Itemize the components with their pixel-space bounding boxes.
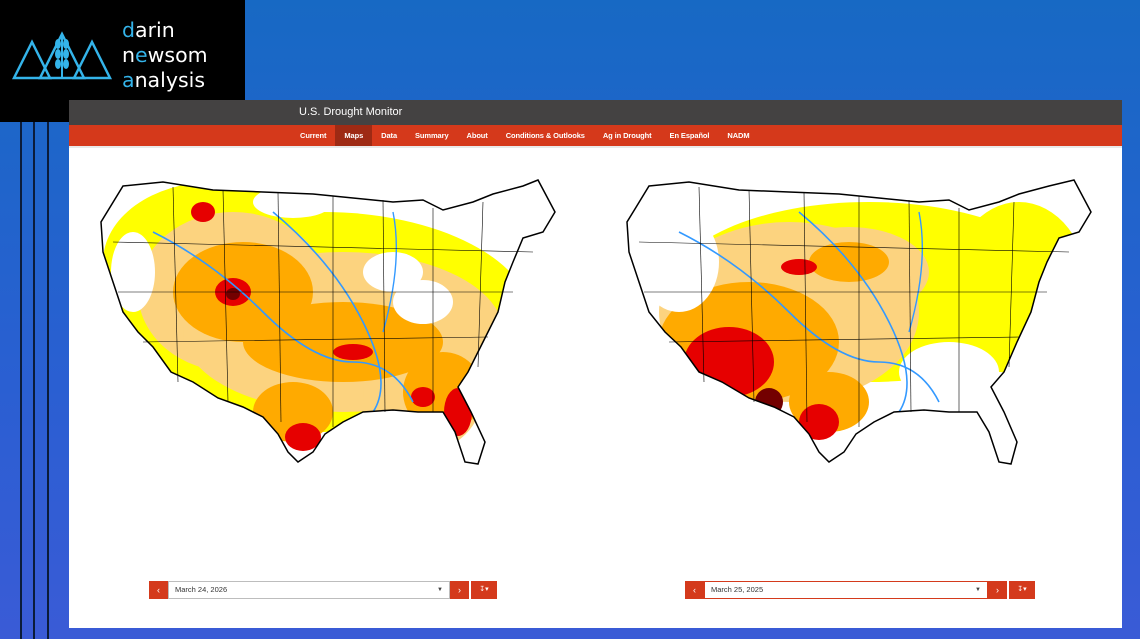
drought-monitor-window: U.S. Drought Monitor Current Maps Data S…: [69, 100, 1122, 628]
nav-current[interactable]: Current: [300, 131, 327, 140]
download-icon[interactable]: ↧▾: [471, 581, 497, 599]
chevron-right-icon[interactable]: ›: [988, 581, 1007, 599]
date-selector-right: ‹ March 25, 2025 ▼ › ↧▾: [685, 581, 1035, 599]
nav-en-espanol[interactable]: En Español: [669, 131, 710, 140]
drought-map-2026: [100, 179, 556, 465]
drought-map-2025: [626, 179, 1092, 465]
nav-summary[interactable]: Summary: [415, 131, 449, 140]
chevron-right-icon[interactable]: ›: [450, 581, 469, 599]
nav-nadm[interactable]: NADM: [727, 131, 750, 140]
chevron-down-icon: ▼: [437, 587, 443, 593]
date-value-left: March 24, 2026: [175, 585, 228, 594]
mountains-wheat-icon: [11, 31, 113, 80]
nav-data[interactable]: Data: [381, 131, 398, 140]
decor-line-2: [33, 120, 35, 639]
brand-wordmark: darin newsom analysis: [122, 18, 208, 92]
chevron-left-icon[interactable]: ‹: [149, 581, 168, 599]
date-select-left[interactable]: March 24, 2026 ▼: [168, 581, 450, 599]
decor-line-1: [20, 120, 22, 639]
chevron-down-icon: ▼: [975, 587, 981, 593]
site-title: U.S. Drought Monitor: [69, 100, 1122, 125]
decor-line-3: [47, 120, 49, 639]
nav-ag-in-drought[interactable]: Ag in Drought: [602, 131, 652, 140]
nav-maps[interactable]: Maps: [335, 125, 373, 146]
nav-about[interactable]: About: [466, 131, 488, 140]
chevron-left-icon[interactable]: ‹: [685, 581, 704, 599]
main-nav: Current Maps Data Summary About Conditio…: [69, 125, 1122, 148]
date-selector-left: ‹ March 24, 2026 ▼ › ↧▾: [149, 581, 497, 599]
date-value-right: March 25, 2025: [711, 585, 764, 594]
download-icon[interactable]: ↧▾: [1009, 581, 1035, 599]
nav-conditions-outlooks[interactable]: Conditions & Outlooks: [505, 131, 585, 140]
date-select-right[interactable]: March 25, 2025 ▼: [704, 581, 988, 599]
